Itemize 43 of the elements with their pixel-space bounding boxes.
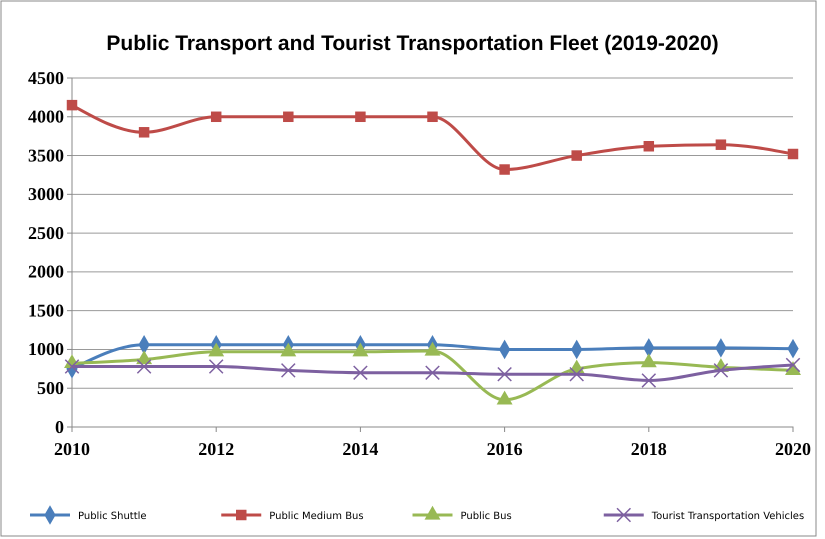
x-tick-label: 2020 xyxy=(775,438,811,459)
y-tick-label: 0 xyxy=(55,416,64,437)
point xyxy=(64,359,80,374)
x-tick-label: 2010 xyxy=(54,438,90,459)
legend-label: Tourist Transportation Vehicles xyxy=(650,511,804,522)
y-tick-label: 2000 xyxy=(28,262,64,282)
x-tick-label: 2016 xyxy=(486,438,523,459)
legend-label: Public Medium Bus xyxy=(269,511,364,522)
y-tick-label: 500 xyxy=(37,378,64,398)
point xyxy=(280,362,296,378)
y-tick-label: 1000 xyxy=(28,339,64,360)
point xyxy=(497,366,512,382)
point xyxy=(352,365,368,380)
point xyxy=(499,164,510,175)
point xyxy=(427,112,438,122)
point xyxy=(713,362,728,378)
point xyxy=(208,359,224,374)
point xyxy=(138,127,150,138)
point xyxy=(66,100,78,110)
y-tick-label: 4000 xyxy=(28,106,64,127)
legend-label: Public Shuttle xyxy=(78,511,147,522)
point xyxy=(355,112,366,122)
point xyxy=(786,357,800,372)
y-tick-label: 4500 xyxy=(28,68,64,88)
point xyxy=(136,359,152,374)
y-tick-label: 2500 xyxy=(28,222,64,243)
point xyxy=(641,372,656,388)
point xyxy=(571,150,582,161)
legend-label: Public Bus xyxy=(460,511,512,522)
point xyxy=(210,112,222,122)
point xyxy=(569,366,584,382)
y-tick-label: 3500 xyxy=(28,145,64,166)
chart-title: Public Transport and Tourist Transportation Fleet (2019-2020) xyxy=(106,32,719,55)
x-tick-label: 2012 xyxy=(198,438,234,459)
point xyxy=(425,365,440,380)
point xyxy=(644,141,654,152)
y-tick-label: 3000 xyxy=(28,184,64,204)
point xyxy=(716,139,726,150)
point xyxy=(788,148,798,160)
x-tick-label: 2018 xyxy=(630,438,667,459)
point xyxy=(283,112,294,122)
x-tick-label: 2014 xyxy=(342,438,378,459)
y-tick-label: 1500 xyxy=(28,300,64,320)
